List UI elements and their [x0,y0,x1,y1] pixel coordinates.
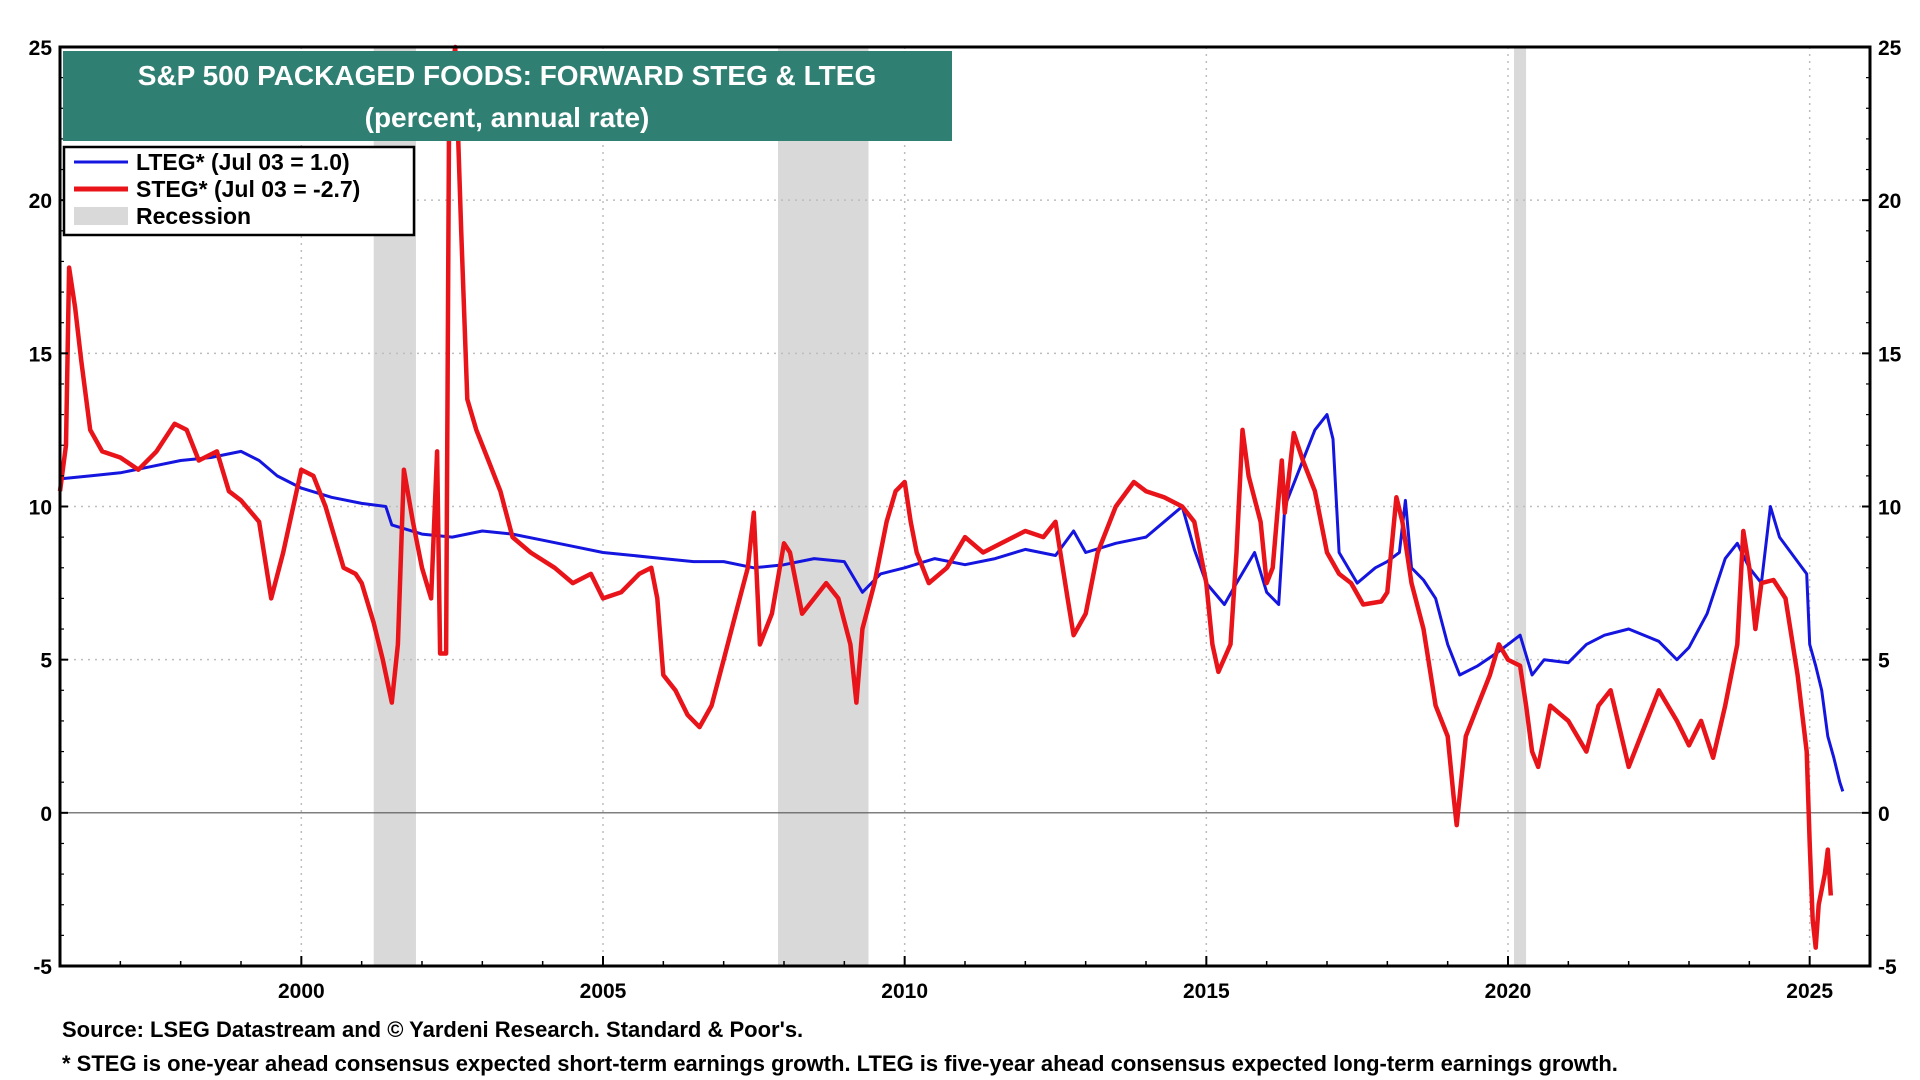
y-tick-label-right: 0 [1878,803,1890,826]
chart-title: S&P 500 PACKAGED FOODS: FORWARD STEG & L… [138,60,876,91]
x-tick-label: 2010 [881,980,928,1003]
y-tick-label-left: 10 [29,497,52,520]
title-box: S&P 500 PACKAGED FOODS: FORWARD STEG & L… [63,51,952,141]
y-tick-label-left: 25 [29,37,53,60]
x-tick-label: 2015 [1183,980,1230,1003]
legend: LTEG* (Jul 03 = 1.0) STEG* (Jul 03 = -2.… [62,145,416,237]
y-tick-label-left: 20 [29,190,52,213]
y-tick-label-right: 5 [1878,650,1890,673]
legend-label-lteg: LTEG* (Jul 03 = 1.0) [136,149,350,175]
legend-swatch-recession [74,207,128,225]
y-tick-label-left: 5 [40,650,52,673]
x-tick-label: 2005 [580,980,627,1003]
series-line-lteg [59,413,1845,792]
y-tick-label-left: 0 [40,803,52,826]
x-tick-label: 2020 [1485,980,1532,1003]
legend-label-steg: STEG* (Jul 03 = -2.7) [136,176,360,202]
recession-band-2 [1514,47,1527,966]
series-lines [57,44,1845,950]
x-tick-label: 2000 [278,980,325,1003]
y-tick-label-right: 15 [1878,343,1902,366]
source-note: Source: LSEG Datastream and © Yardeni Re… [62,1017,804,1042]
chart-subtitle: (percent, annual rate) [365,102,650,133]
legend-label-recession: Recession [136,203,251,229]
y-tick-label-right: -5 [1878,956,1897,979]
y-tick-label-right: 25 [1878,37,1902,60]
y-tick-label-left: -5 [33,956,52,979]
footnote: * STEG is one-year ahead consensus expec… [62,1051,1618,1076]
series-line-steg [57,44,1834,950]
y-tick-label-right: 20 [1878,190,1901,213]
y-tick-label-right: 10 [1878,497,1901,520]
x-tick-label: 2025 [1786,980,1833,1003]
y-tick-label-left: 15 [29,343,53,366]
title-background [63,51,952,141]
